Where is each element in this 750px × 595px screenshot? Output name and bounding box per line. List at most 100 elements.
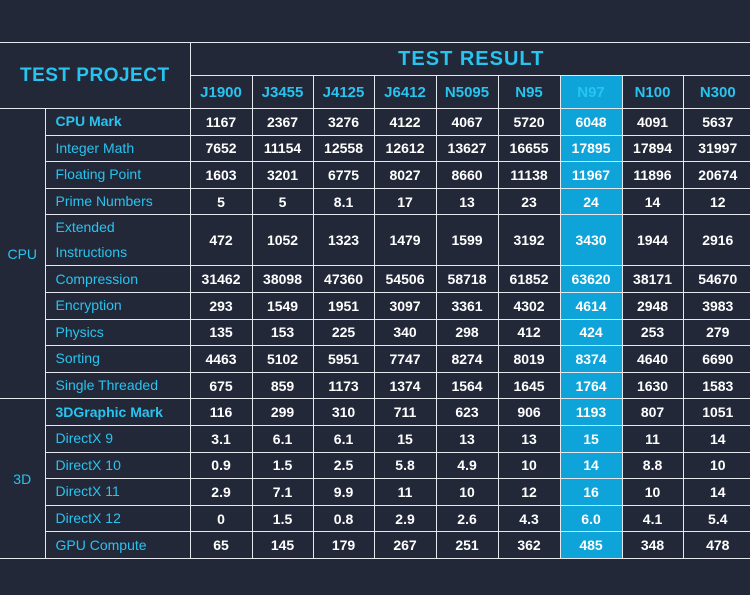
model-header: J4125 [312, 75, 375, 109]
row-label-text: DirectX 12 [55, 510, 121, 527]
value-cell: 1599 [435, 214, 499, 267]
row-label-text: Sorting [55, 350, 100, 367]
value-cell: 1603 [189, 161, 253, 189]
value-cell: 2916 [682, 214, 750, 267]
value-cell: 1645 [497, 371, 561, 400]
value-cell: 7.1 [251, 478, 314, 506]
value-cell: 15 [559, 424, 623, 453]
model-header: J1900 [190, 75, 253, 109]
group-label: CPU [0, 107, 46, 400]
row-label: DirectX 10 [45, 451, 191, 480]
row-label-text: Extended Instructions [55, 219, 128, 261]
value-cell: 1193 [559, 398, 623, 426]
group-label: 3D [0, 398, 46, 559]
value-cell: 4.1 [621, 504, 684, 533]
value-cell: 1583 [682, 371, 750, 400]
value-cell: 8019 [497, 345, 561, 373]
row-label-text: Physics [55, 323, 104, 340]
value-cell: 4302 [497, 291, 561, 320]
value-cell: 675 [189, 371, 253, 400]
table-row: Physics 135 153 225 340 298 412 424 253 279 [0, 318, 750, 347]
model-header: N300 [682, 75, 750, 109]
value-cell: 623 [435, 398, 499, 426]
row-label: Physics [45, 318, 191, 347]
value-cell: 7652 [189, 134, 253, 163]
value-cell: 38098 [251, 265, 314, 293]
table-row: Encryption 293 1549 1951 3097 3361 4302 4614 294… [0, 291, 750, 320]
row-label-text: GPU Compute [55, 536, 147, 553]
row-label-text: Prime Numbers [55, 193, 153, 210]
value-cell: 20674 [682, 161, 750, 189]
model-header: N97 [559, 75, 623, 109]
value-cell: 61852 [497, 265, 561, 293]
value-cell: 2.9 [189, 478, 253, 506]
value-cell: 63620 [559, 265, 623, 293]
model-header: J3455 [251, 75, 314, 109]
value-cell: 299 [251, 398, 314, 426]
value-cell: 1479 [373, 214, 437, 267]
value-cell: 10 [435, 478, 499, 506]
value-cell: 15 [373, 424, 437, 453]
value-cell: 6690 [682, 345, 750, 373]
value-cell: 5951 [312, 345, 375, 373]
value-cell: 0 [189, 504, 253, 533]
row-label-text: Floating Point [55, 166, 142, 183]
value-cell: 3276 [312, 108, 375, 136]
value-cell: 8374 [559, 345, 623, 373]
value-cell: 310 [312, 398, 375, 426]
value-cell: 135 [189, 318, 253, 347]
value-cell: 16 [559, 478, 623, 506]
model-header: N100 [621, 75, 684, 109]
value-cell: 6775 [312, 161, 375, 189]
value-cell: 8274 [435, 345, 499, 373]
row-label-text: DirectX 10 [55, 456, 121, 473]
row-label: Extended Instructions [45, 214, 191, 267]
value-cell: 424 [559, 318, 623, 347]
row-label-text: Integer Math [55, 139, 135, 156]
value-cell: 11 [373, 478, 437, 506]
value-cell: 1630 [621, 371, 684, 400]
value-cell: 12 [497, 478, 561, 506]
benchmark-table: TEST PROJECT TEST RESULT J1900 J3455 J4125… [0, 42, 750, 559]
value-cell: 1173 [312, 371, 375, 400]
value-cell: 13 [435, 424, 499, 453]
value-cell: 4.9 [435, 451, 499, 480]
value-cell: 1564 [435, 371, 499, 400]
value-cell: 859 [251, 371, 314, 400]
value-cell: 906 [497, 398, 561, 426]
table-row: Floating Point 1603 3201 6775 8027 8660 11138 1… [0, 161, 750, 189]
value-cell: 54506 [373, 265, 437, 293]
table-row: Compression 31462 38098 47360 54506 58718 6185… [0, 265, 750, 293]
test-project-header: TEST PROJECT [0, 42, 191, 109]
value-cell: 153 [251, 318, 314, 347]
row-label-text: DirectX 9 [55, 430, 114, 447]
value-cell: 5720 [497, 108, 561, 136]
table-row: DirectX 12 0 1.5 0.8 2.9 2.6 4.3 6.0 4.1 5.4 [0, 504, 750, 533]
table-row: Integer Math 7652 11154 12558 12612 13627 1665… [0, 134, 750, 163]
value-cell: 3201 [251, 161, 314, 189]
value-cell: 1549 [251, 291, 314, 320]
table-row: CPU CPU Mark 1167 2367 3276 4122 4067 5720 6048 4… [0, 107, 750, 400]
value-cell: 17894 [621, 134, 684, 163]
value-cell: 412 [497, 318, 561, 347]
value-cell: 4122 [373, 108, 437, 136]
value-cell: 298 [435, 318, 499, 347]
row-label: Compression [45, 265, 191, 293]
row-label: 3DGraphic Mark [44, 398, 191, 426]
value-cell: 251 [435, 531, 499, 559]
value-cell: 2.9 [373, 504, 437, 533]
value-cell: 472 [189, 214, 253, 267]
value-cell: 2.6 [435, 504, 499, 533]
row-label-text: Compression [55, 270, 138, 287]
table-row: Sorting 4463 5102 5951 7747 8274 8019 8374 4640 6… [0, 345, 750, 373]
table-row: GPU Compute 65 145 179 267 251 362 485 348 478 [0, 531, 750, 559]
value-cell: 11 [621, 424, 684, 453]
value-cell: 3361 [435, 291, 499, 320]
value-cell: 4463 [189, 345, 253, 373]
value-cell: 267 [373, 531, 437, 559]
value-cell: 14 [682, 424, 750, 453]
table-row: Single Threaded 675 859 1173 1374 1564 1645 176… [0, 371, 750, 400]
value-cell: 5 [251, 187, 314, 216]
row-label: DirectX 11 [45, 478, 191, 506]
value-cell: 1.5 [251, 451, 314, 480]
